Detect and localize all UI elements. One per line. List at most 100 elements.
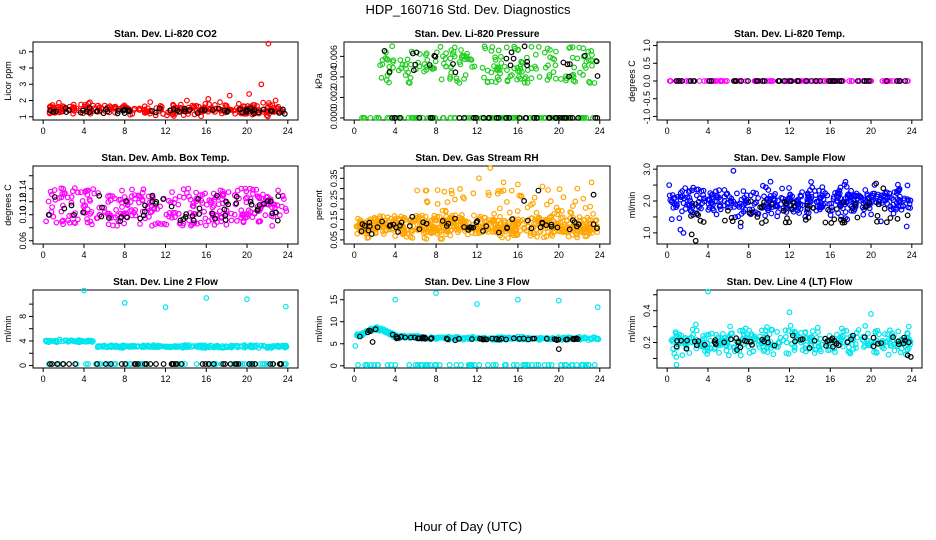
data-point [221, 206, 228, 213]
data-point [401, 226, 408, 233]
data-point [729, 218, 736, 225]
data-point [895, 338, 902, 345]
data-point [457, 185, 464, 192]
data-point [183, 97, 190, 104]
data-point [583, 58, 590, 65]
data-point [705, 288, 711, 295]
data-point [72, 361, 79, 367]
data-point [262, 212, 269, 219]
data-point [691, 338, 698, 345]
data-point [407, 219, 414, 226]
data-point [427, 362, 434, 368]
data-point [873, 180, 879, 187]
data-point [230, 107, 237, 114]
data-point [806, 345, 813, 351]
x-tick-label: 24 [595, 374, 605, 384]
data-point [80, 107, 86, 114]
data-point [755, 78, 761, 84]
data-point [163, 112, 170, 119]
x-tick-label: 12 [784, 374, 794, 384]
data-point [733, 78, 739, 84]
x-tick-label: 8 [746, 126, 751, 136]
data-point [693, 321, 699, 328]
data-point [212, 215, 219, 222]
data-point [531, 194, 538, 201]
data-point [458, 47, 464, 53]
data-point [854, 193, 861, 200]
data-point [752, 336, 759, 342]
data-point [554, 211, 560, 218]
x-tick-label: 4 [393, 250, 398, 260]
data-point [280, 106, 286, 113]
data-point [485, 362, 491, 368]
data-point [148, 208, 155, 215]
data-point [741, 194, 748, 201]
data-point [140, 186, 147, 193]
data-point [716, 203, 723, 210]
data-point [443, 63, 449, 70]
data-point [272, 97, 279, 104]
data-point [697, 217, 704, 224]
data-point [83, 361, 89, 367]
data-point [824, 192, 831, 199]
data-point [121, 343, 128, 350]
x-tick-label: 16 [825, 250, 835, 260]
data-point [748, 198, 754, 205]
data-point [227, 361, 234, 367]
x-tick-label: 0 [352, 250, 357, 260]
x-tick-label: 0 [665, 250, 670, 260]
x-tick-label: 20 [866, 374, 876, 384]
panel-title: Stan. Dev. Sample Flow [734, 153, 846, 164]
data-point [186, 107, 193, 113]
data-point [871, 349, 877, 355]
data-point [749, 341, 755, 348]
data-point [742, 200, 749, 206]
data-point [172, 361, 179, 367]
data-series [358, 187, 600, 237]
data-point [452, 215, 458, 222]
data-point [60, 361, 67, 367]
data-point [183, 211, 190, 218]
data-point [808, 334, 814, 341]
data-point [355, 362, 361, 368]
data-point [556, 186, 563, 193]
data-point [376, 114, 382, 121]
data-point [788, 78, 794, 84]
data-point [849, 78, 856, 84]
data-point [787, 322, 794, 329]
data-point [174, 107, 181, 114]
data-point [673, 201, 680, 207]
data-point [686, 350, 693, 356]
data-point [468, 362, 475, 368]
data-point [574, 185, 581, 192]
data-point [489, 218, 496, 225]
data-point [894, 215, 901, 222]
data-series [381, 43, 601, 80]
data-point [53, 108, 59, 115]
data-point [764, 324, 770, 331]
data-point [724, 200, 731, 207]
data-point [408, 228, 415, 235]
x-tick-label: 20 [866, 250, 876, 260]
data-point [583, 335, 590, 342]
data-point [846, 192, 853, 199]
data-point [545, 229, 551, 235]
data-point [781, 198, 788, 205]
data-point [269, 210, 276, 217]
data-series [355, 362, 598, 368]
data-point [574, 231, 580, 238]
data-point [546, 72, 553, 78]
data-point [835, 342, 842, 349]
data-point [849, 205, 856, 212]
data-point [260, 99, 267, 106]
data-point [567, 44, 573, 51]
figure-title: HDP_160716 Std. Dev. Diagnostics [366, 2, 571, 17]
data-point [888, 206, 894, 213]
data-point [818, 203, 824, 210]
data-point [93, 108, 100, 115]
x-tick-label: 4 [705, 126, 710, 136]
data-point [199, 107, 205, 113]
data-point [482, 336, 488, 343]
data-point [386, 222, 393, 229]
data-point [904, 352, 911, 359]
